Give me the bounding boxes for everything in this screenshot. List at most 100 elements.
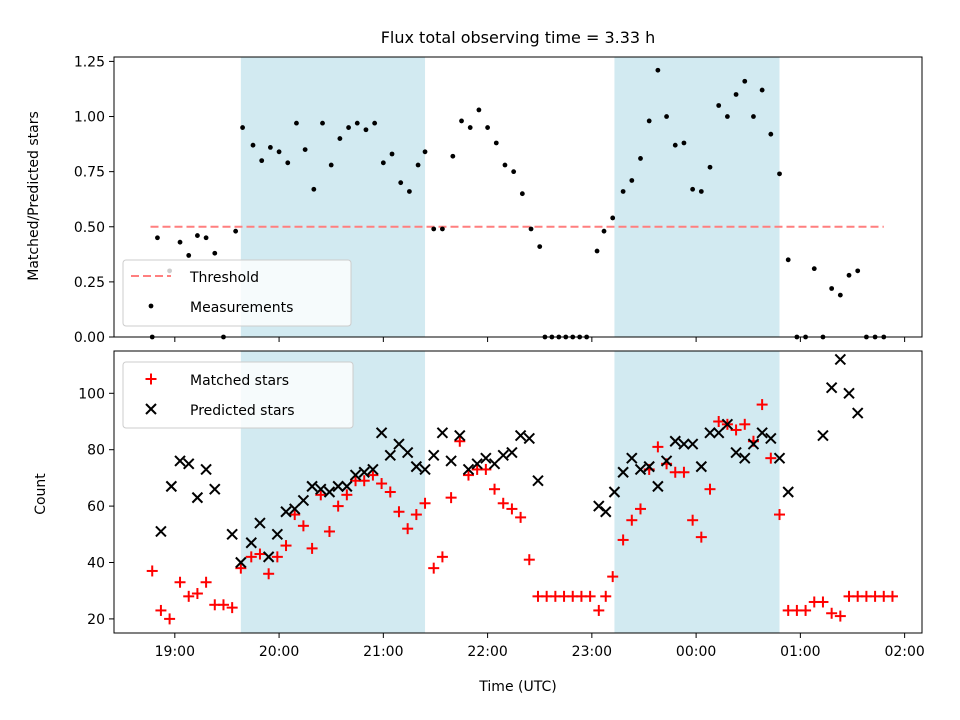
- measurement-point: [372, 120, 378, 126]
- matched-star-point: [263, 568, 275, 580]
- predicted-star-point: [852, 407, 864, 419]
- matched-star-point: [280, 540, 292, 552]
- matched-star-point: [739, 418, 751, 430]
- measurement-point: [380, 160, 386, 166]
- predicted-star-point: [367, 463, 379, 476]
- predicted-star-point: [626, 452, 638, 464]
- bottom-y-tick-label: 100: [78, 386, 105, 402]
- predicted-star-point: [834, 353, 847, 366]
- predicted-star-point: [817, 429, 829, 442]
- measurement-point: [311, 186, 317, 192]
- predicted-star-point: [523, 432, 536, 445]
- x-tick-label: 20:00: [259, 644, 299, 660]
- legend-predicted-label: Predicted stars: [190, 403, 295, 419]
- predicted-star-point: [773, 452, 786, 464]
- bottom-series: [146, 353, 898, 625]
- measurement-point: [759, 87, 765, 93]
- measurement-point: [415, 162, 421, 168]
- measurement-point: [177, 239, 183, 245]
- predicted-star-point: [608, 486, 621, 498]
- matched-star-point: [713, 416, 725, 427]
- top-legend-box: [122, 259, 352, 327]
- matched-star-point: [419, 497, 431, 509]
- predicted-star-point: [183, 458, 195, 470]
- legend-predicted-swatch: [145, 403, 157, 415]
- bottom-y-tick-label: 60: [87, 499, 105, 515]
- matched-star-point: [245, 551, 257, 563]
- measurement-point: [777, 171, 782, 177]
- matched-star-point: [332, 500, 344, 512]
- matched-star-point: [730, 424, 742, 436]
- predicted-star-point: [375, 427, 388, 439]
- matched-star-point: [384, 486, 396, 498]
- matched-star-point: [254, 548, 266, 560]
- measurement-point: [794, 334, 800, 340]
- measurement-point: [389, 151, 395, 157]
- matched-star-point: [454, 435, 466, 447]
- x-tick-label: 19:00: [155, 644, 195, 660]
- measurement-point: [768, 131, 774, 137]
- matched-star-point: [826, 607, 838, 619]
- predicted-star-point: [323, 486, 336, 498]
- predicted-star-point: [358, 466, 370, 478]
- measurement-point: [733, 92, 739, 97]
- predicted-star-point: [532, 475, 544, 487]
- predicted-star-point: [297, 494, 310, 507]
- predicted-star-point: [289, 503, 301, 515]
- top-series: [149, 67, 887, 340]
- matched-star-point: [306, 542, 318, 554]
- matched-star-point: [600, 590, 612, 602]
- measurement-point: [556, 334, 562, 340]
- predicted-star-point: [739, 452, 751, 464]
- matched-star-point: [235, 562, 247, 574]
- matched-star-point: [376, 478, 388, 490]
- predicted-star-point: [306, 480, 318, 493]
- measurement-point: [820, 334, 826, 340]
- matched-star-point: [315, 489, 327, 501]
- measurement-point: [872, 334, 878, 340]
- measurement-point: [638, 156, 643, 161]
- matched-star-point: [886, 590, 898, 602]
- measurement-point: [267, 144, 273, 150]
- predicted-star-point: [191, 491, 204, 504]
- legend-matched-label: Matched stars: [190, 373, 289, 389]
- matched-star-point: [445, 492, 457, 504]
- predicted-star-point: [436, 427, 449, 439]
- legend-measurement-swatch: [148, 303, 154, 309]
- matched-star-point: [183, 590, 195, 602]
- predicted-star-point: [471, 458, 483, 470]
- bottom-axes: 19:00 20:00 21:00 22:00 23:00 00:00 01:00 02:00…: [78, 350, 925, 660]
- x-tick-label: 00:00: [676, 644, 716, 660]
- measurement-point: [233, 228, 239, 234]
- predicted-star-point: [652, 480, 664, 493]
- predicted-star-point: [765, 432, 777, 445]
- top-y-tick-label: 0.50: [74, 220, 105, 236]
- predicted-star-point: [445, 455, 457, 467]
- x-tick-label: 01:00: [780, 644, 820, 660]
- predicted-star-point: [262, 551, 275, 563]
- measurement-point: [690, 186, 696, 192]
- bottom-panel: 19:00 20:00 21:00 22:00 23:00 00:00 01:00 02:00…: [33, 350, 925, 660]
- matched-star-point: [428, 562, 440, 574]
- matched-star-point: [410, 509, 422, 521]
- predicted-star-point: [174, 455, 186, 467]
- measurement-point: [195, 233, 200, 238]
- bottom-y-tick-label: 80: [87, 443, 105, 459]
- measurement-point: [346, 125, 351, 130]
- predicted-star-point: [410, 460, 423, 473]
- measurement-point: [863, 334, 869, 340]
- predicted-star-point: [643, 460, 655, 473]
- predicted-star-point: [226, 528, 238, 541]
- matched-star-point: [800, 604, 812, 616]
- bottom-y-tick-label: 20: [87, 612, 105, 628]
- predicted-star-point: [669, 435, 681, 447]
- series-matched-stars: [146, 399, 898, 625]
- measurement-point: [664, 114, 669, 119]
- bottom-y-tick-label: 40: [87, 556, 105, 572]
- matched-star-point: [191, 588, 203, 600]
- top-y-axis-label: Matched/Predicted stars: [26, 111, 42, 281]
- series-measurements: [149, 67, 887, 340]
- measurement-point: [502, 162, 508, 168]
- measurement-point: [698, 189, 704, 194]
- predicted-star-point: [245, 537, 257, 549]
